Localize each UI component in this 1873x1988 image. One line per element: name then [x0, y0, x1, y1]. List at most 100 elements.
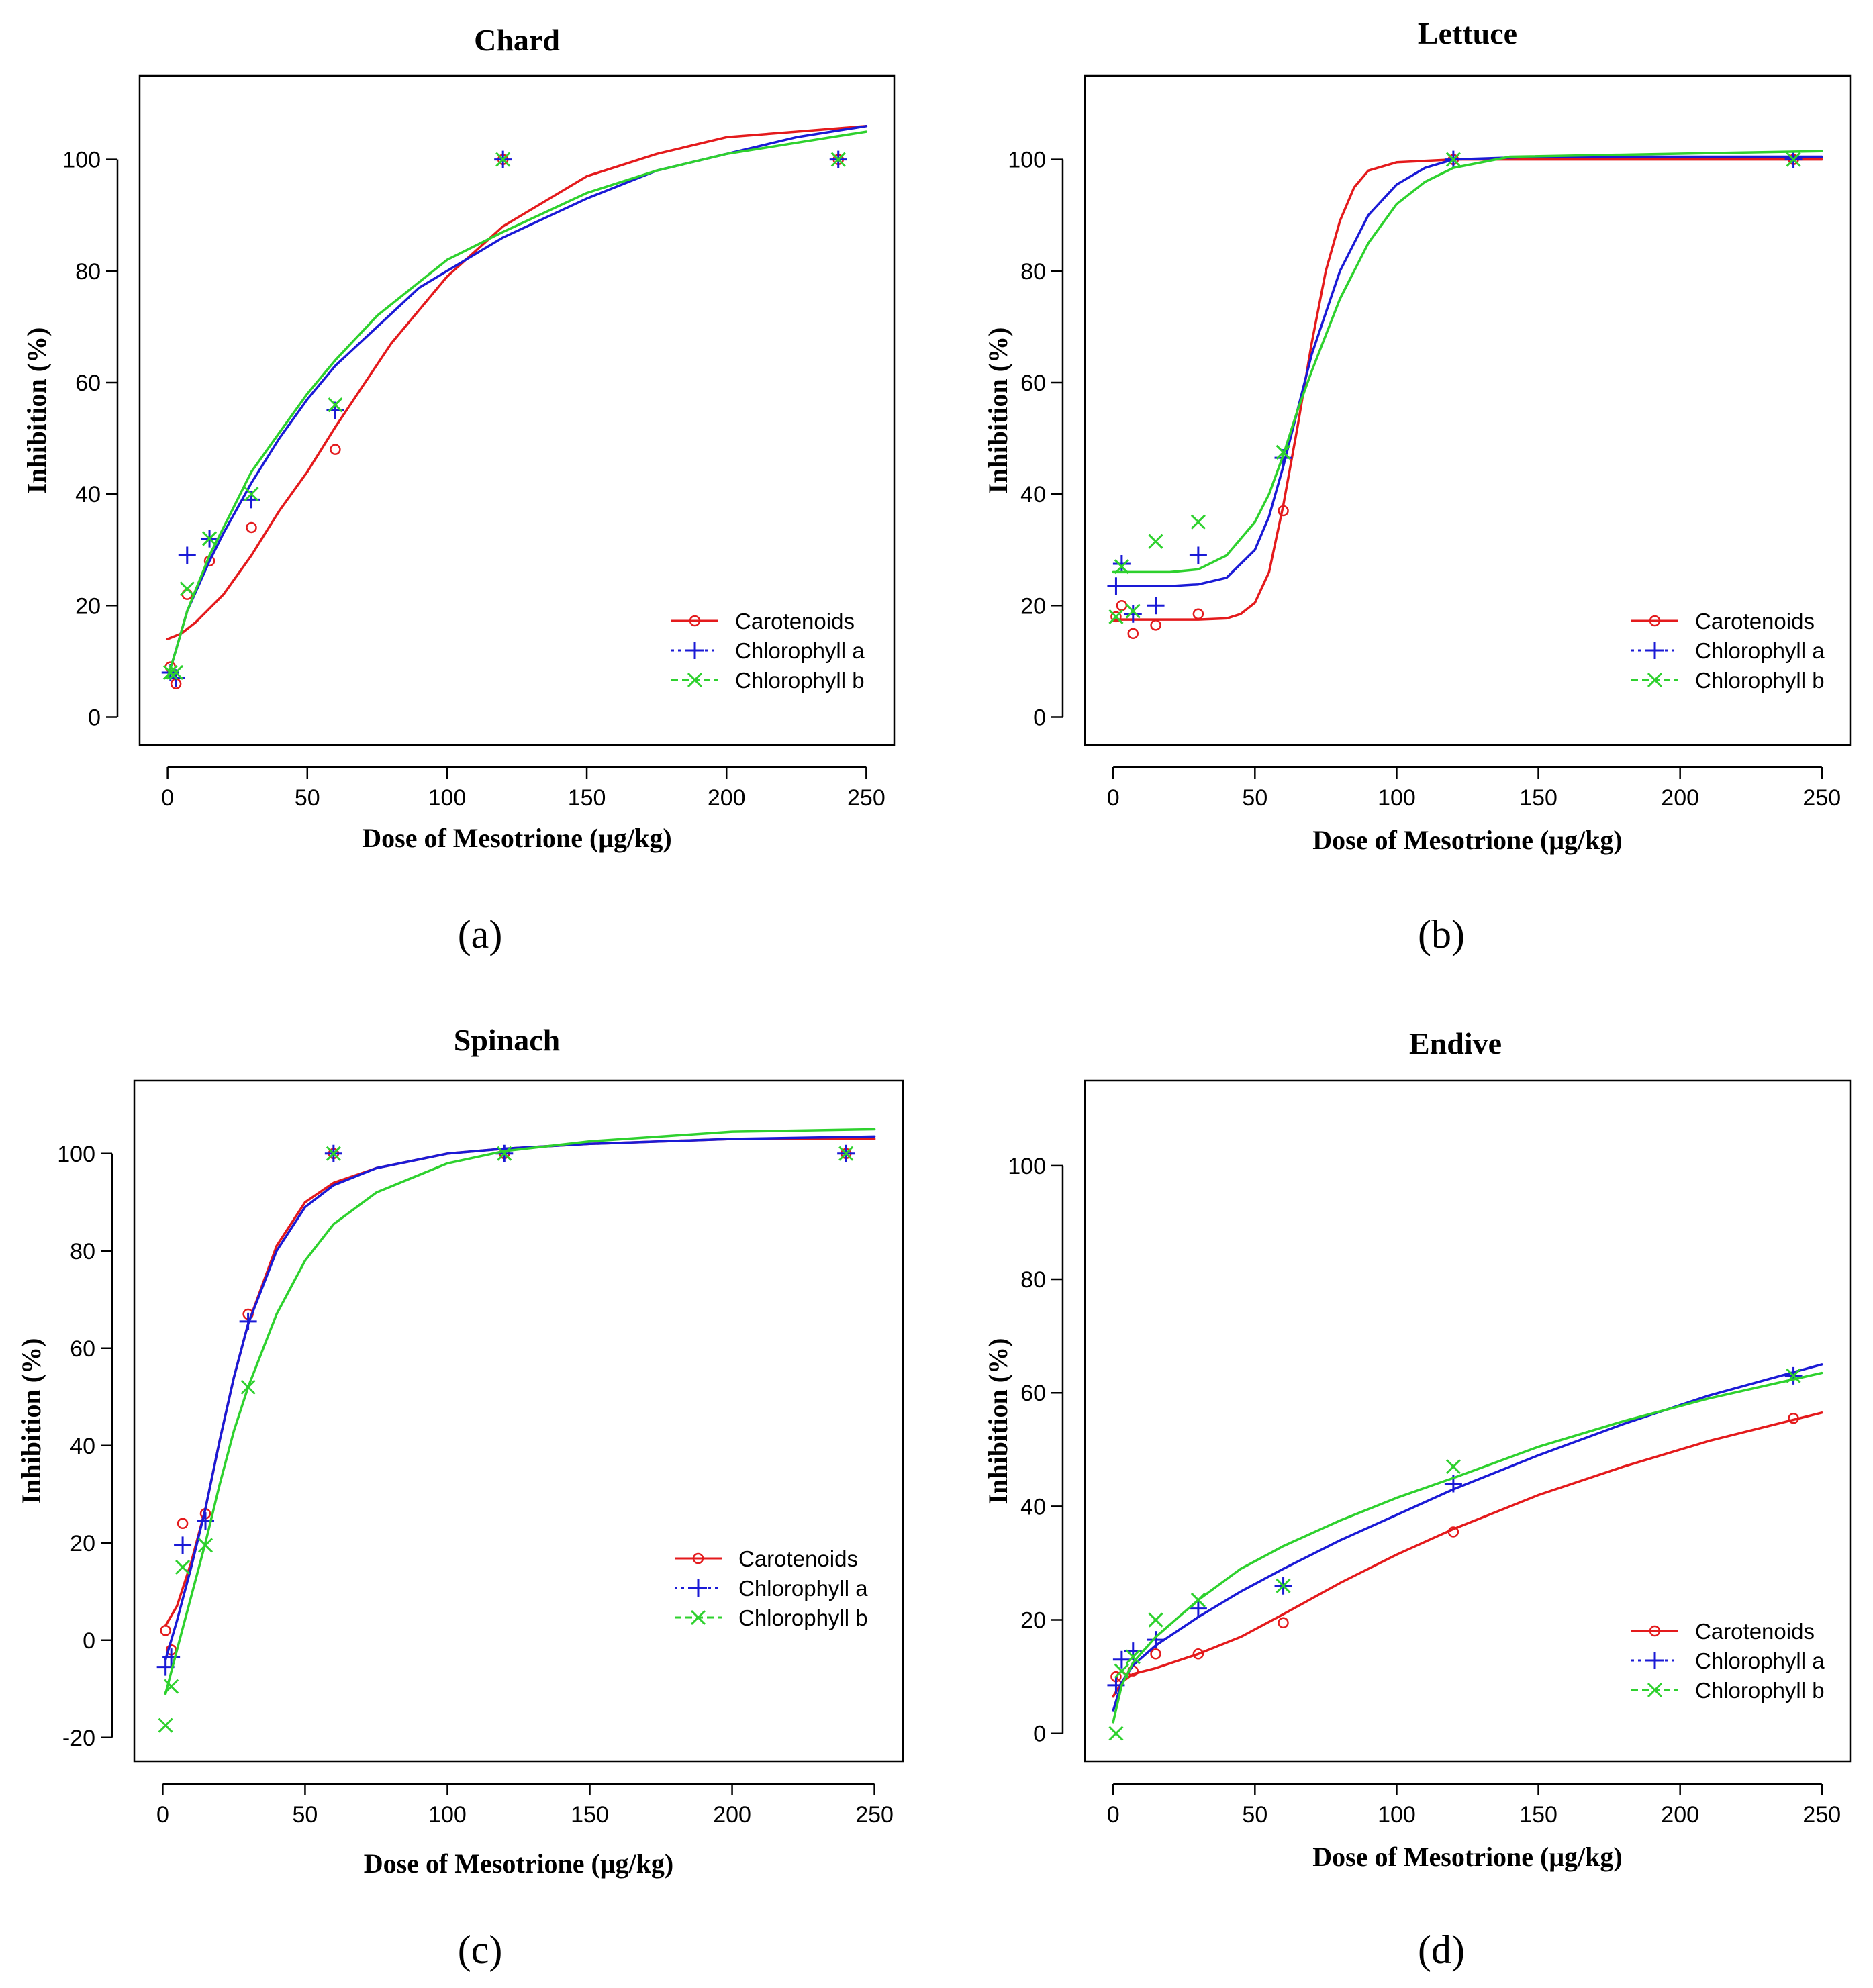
data-point-chlorophyll-a — [1124, 605, 1142, 623]
x-tick-label: 200 — [713, 1802, 751, 1828]
data-point-chlorophyll-b — [1148, 534, 1163, 549]
data-point-chlorophyll-b — [169, 664, 184, 681]
x-tick-label: 200 — [708, 785, 746, 811]
data-point-chlorophyll-a — [174, 1536, 192, 1554]
y-axis-label: Inhibition (%) — [983, 328, 1013, 494]
data-point-chlorophyll-a — [239, 1312, 257, 1330]
data-point-carotenoids — [330, 444, 341, 455]
y-tick-label: 80 — [1020, 259, 1046, 285]
x-tick-label: 50 — [1242, 785, 1267, 811]
legend-label-chlorophyll-a: Chlorophyll a — [738, 1576, 868, 1601]
legend-marker-chlorophyll-b — [690, 1609, 706, 1626]
y-tick-label: 80 — [70, 1239, 95, 1264]
legend-label-chlorophyll-a: Chlorophyll a — [1695, 638, 1825, 663]
fitted-curve-carotenoids — [166, 125, 868, 640]
x-axis-label: Dose of Mesotrione (μg/kg) — [364, 1848, 673, 1879]
data-point-chlorophyll-b — [1190, 514, 1206, 530]
chart-title: Lettuce — [1418, 16, 1517, 50]
chart-title: Chard — [474, 23, 560, 57]
data-point-carotenoids — [1278, 1617, 1289, 1629]
legend: Carotenoids Chlorophyll a Chlorophyll b — [1631, 1619, 1825, 1703]
y-tick-label: 0 — [83, 1628, 95, 1654]
fitted-curve-chlorophyll-b — [166, 130, 868, 680]
y-axis-label: Inhibition (%) — [21, 328, 52, 494]
x-tick-label: 150 — [571, 1802, 609, 1828]
data-point-carotenoids — [1192, 1648, 1204, 1660]
legend: Carotenoids Chlorophyll a Chlorophyll b — [675, 1546, 868, 1630]
y-tick-label: 100 — [62, 148, 101, 173]
legend-marker-chlorophyll-a — [686, 642, 704, 659]
x-axis: 0 50 100 150 200 250 — [161, 766, 885, 811]
data-point-chlorophyll-b — [202, 531, 218, 546]
y-tick-label: 80 — [1020, 1267, 1046, 1293]
plot-frame — [1084, 1079, 1852, 1763]
x-tick-label: 250 — [1803, 1802, 1841, 1828]
x-tick-label: 50 — [295, 785, 320, 811]
y-axis-label: Inhibition (%) — [16, 1338, 46, 1505]
x-tick-label: 150 — [1519, 1802, 1557, 1828]
x-tick-label: 50 — [293, 1802, 318, 1828]
legend-label-carotenoids: Carotenoids — [735, 609, 855, 634]
data-point-chlorophyll-b — [495, 152, 511, 167]
series-chlorophyll-b — [162, 130, 868, 681]
y-tick-label: 100 — [57, 1142, 95, 1167]
panel-label: (b) — [1418, 912, 1465, 956]
fitted-curve-chlorophyll-b — [1112, 1371, 1823, 1724]
legend-label-chlorophyll-b: Chlorophyll b — [738, 1605, 868, 1630]
x-tick-label: 150 — [568, 785, 606, 811]
series-chlorophyll-b — [1108, 150, 1823, 624]
legend-label-chlorophyll-a: Chlorophyll a — [735, 638, 865, 663]
legend-marker-chlorophyll-b — [1647, 1682, 1663, 1698]
data-point-chlorophyll-b — [1786, 1368, 1801, 1383]
x-tick-label: 0 — [156, 1802, 169, 1828]
legend-label-carotenoids: Carotenoids — [738, 1546, 858, 1571]
plot-frame — [138, 74, 896, 746]
legend-marker-chlorophyll-b — [687, 672, 703, 688]
x-tick-label: 200 — [1661, 785, 1699, 811]
legend: Carotenoids Chlorophyll a Chlorophyll b — [1631, 609, 1825, 693]
x-tick-label: 250 — [855, 1802, 894, 1828]
y-axis: 0 20 40 60 80 100 — [62, 148, 119, 730]
y-tick-label: 0 — [88, 705, 101, 730]
legend-marker-chlorophyll-a — [689, 1579, 707, 1597]
data-point-chlorophyll-b — [497, 1146, 512, 1161]
y-tick-label: 0 — [1033, 1722, 1046, 1747]
data-point-chlorophyll-a — [178, 546, 196, 564]
data-point-carotenoids — [160, 1625, 171, 1636]
legend-marker-chlorophyll-a — [1646, 642, 1664, 659]
y-tick-label: 20 — [75, 593, 101, 619]
fitted-curve-chlorophyll-b — [164, 1128, 876, 1695]
y-tick-label: 100 — [1008, 148, 1046, 173]
x-axis-label: Dose of Mesotrione (μg/kg) — [1312, 1842, 1622, 1872]
legend-marker-chlorophyll-a — [1646, 1652, 1664, 1669]
data-point-carotenoids — [1192, 608, 1204, 620]
y-tick-label: 80 — [75, 259, 101, 285]
data-point-chlorophyll-b — [1445, 1459, 1461, 1475]
series-carotenoids — [164, 125, 868, 689]
data-point-carotenoids — [1150, 619, 1161, 631]
data-point-chlorophyll-b — [1125, 603, 1141, 619]
y-tick-label: 60 — [1020, 1381, 1046, 1406]
data-point-chlorophyll-a — [162, 1648, 181, 1667]
data-point-chlorophyll-b — [830, 152, 846, 167]
legend-marker-carotenoids — [1649, 1625, 1661, 1637]
y-tick-label: -20 — [62, 1726, 95, 1751]
data-point-chlorophyll-b — [158, 1718, 173, 1733]
x-axis: 0 50 100 150 200 250 — [156, 1783, 894, 1828]
chart-title: Endive — [1409, 1026, 1502, 1060]
x-tick-label: 250 — [847, 785, 885, 811]
data-point-chlorophyll-b — [1276, 1578, 1291, 1593]
series-chlorophyll-a — [161, 125, 868, 687]
fitted-curve-chlorophyll-a — [166, 125, 868, 680]
x-tick-label: 250 — [1803, 785, 1841, 811]
x-axis-label: Dose of Mesotrione (μg/kg) — [1312, 825, 1622, 855]
data-point-chlorophyll-b — [1125, 1649, 1141, 1664]
data-point-chlorophyll-b — [179, 581, 195, 597]
data-point-chlorophyll-b — [328, 397, 343, 413]
y-tick-label: 60 — [70, 1336, 95, 1362]
y-tick-label: 40 — [70, 1434, 95, 1459]
data-point-carotenoids — [1127, 628, 1139, 640]
